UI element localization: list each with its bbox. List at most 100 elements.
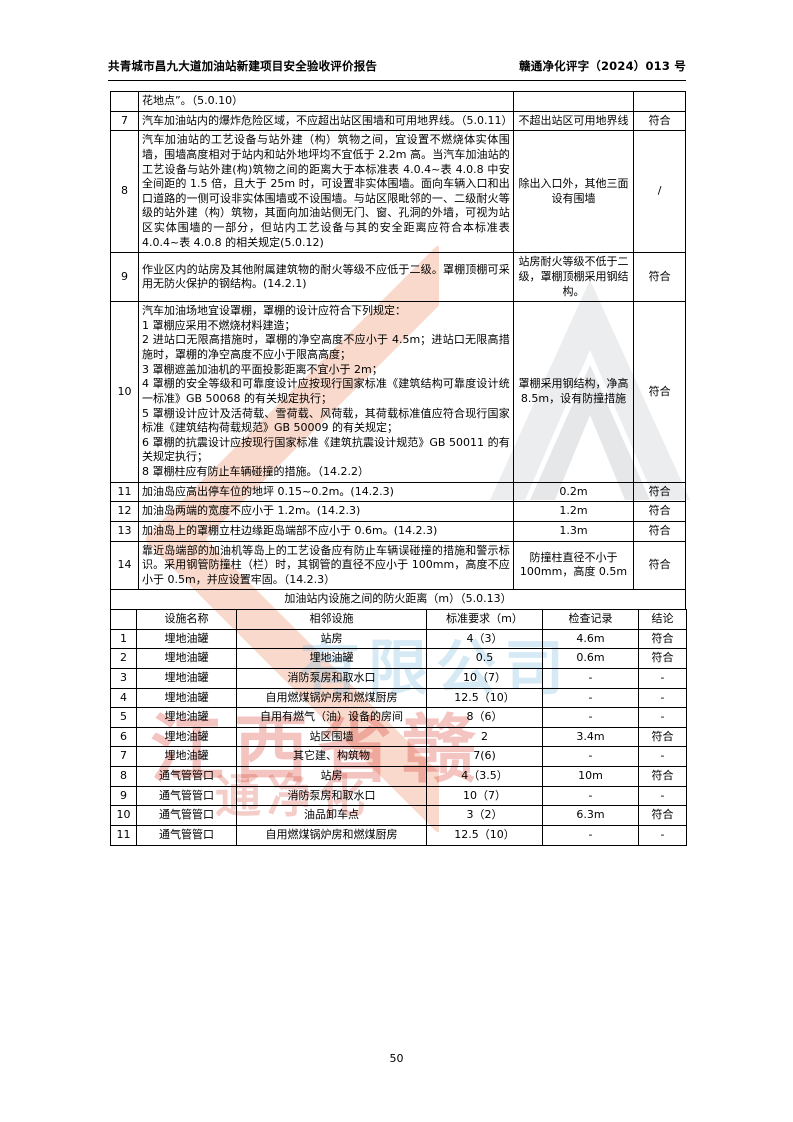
row-record: 1.3m	[512, 520, 635, 542]
row-requirement: 花地点”。（5.0.10）	[137, 91, 514, 112]
document-header: 共青城市昌九大道加油站新建项目安全验收评价报告 赣通净化评字（2024）013 …	[108, 58, 686, 74]
subrow-number: 11	[110, 824, 137, 846]
table-row: 14 靠近岛端部的加油机等岛上的工艺设备应有防止车辆误碰撞的措施和警示标识。采用…	[110, 540, 686, 591]
table-row: 11 加油岛应高出停车位的地坪 0.15~0.2m。(14.2.3) 0.2m …	[110, 481, 686, 503]
subtable-col-adjacent: 相邻设施	[236, 609, 427, 630]
subrow-record: 6.3m	[542, 805, 639, 826]
subrow-facility: 通气管管口	[136, 785, 237, 807]
subrow-adjacent: 自用燃煤锅炉房和燃煤厨房	[236, 824, 427, 846]
table-row: 10 通气管管口 油品卸车点 3（2） 6.3m 符合	[110, 805, 687, 826]
subtable-col-conclusion: 结论	[638, 609, 687, 630]
subrow-record: -	[542, 707, 639, 728]
subrow-standard: 10（7）	[426, 785, 543, 807]
header-title: 共青城市昌九大道加油站新建项目安全验收评价报告	[108, 59, 378, 73]
subrow-conclusion: 符合	[638, 628, 687, 650]
subrow-number: 5	[110, 707, 137, 728]
subrow-number: 10	[110, 805, 137, 826]
row-requirement: 加油岛上的罩棚立柱边缘距岛端部不应小于 0.6m。(14.2.3)	[137, 520, 514, 542]
row-conclusion: 符合	[633, 520, 686, 542]
row-conclusion: /	[633, 130, 686, 254]
subrow-conclusion: 符合	[638, 766, 687, 787]
row-record	[512, 91, 635, 112]
row-conclusion: 符合	[633, 110, 686, 132]
subrow-number: 3	[110, 667, 137, 689]
table-row: 4 埋地油罐 自用燃煤锅炉房和燃煤厨房 12.5（10） - -	[110, 687, 687, 709]
subrow-adjacent: 站区围墙	[236, 726, 427, 748]
subrow-adjacent: 站房	[236, 628, 427, 650]
row-requirement: 靠近岛端部的加油机等岛上的工艺设备应有防止车辆误碰撞的措施和警示标识。采用钢管防…	[137, 540, 514, 591]
row-requirement: 作业区内的站房及其他附属建筑物的耐火等级不应低于二级。罩棚顶棚可采用无防火保护的…	[137, 252, 514, 303]
table-row: 5 埋地油罐 自用有燃气（油）设备的房间 8（6） - -	[110, 707, 687, 728]
row-conclusion: 符合	[633, 501, 686, 522]
row-requirement: 加油岛两端的宽度不应小于 1.2m。(14.2.3)	[137, 501, 514, 522]
subtable-col-record: 检查记录	[542, 609, 639, 630]
subrow-adjacent: 其它建、构筑物	[236, 746, 427, 767]
subtable-title: 加油站内设施之间的防火距离（m）（5.0.13）	[110, 589, 686, 610]
table-row: 10 汽车加油场地宜设罩棚，罩棚的设计应符合下列规定： 1 罩棚应采用不燃烧材料…	[110, 301, 686, 483]
subrow-standard: 0.5	[426, 648, 543, 669]
subrow-facility: 通气管管口	[136, 766, 237, 787]
subrow-facility: 通气管管口	[136, 824, 237, 846]
row-conclusion: 符合	[633, 481, 686, 503]
subrow-standard: 2	[426, 726, 543, 748]
subrow-record: -	[542, 667, 639, 689]
row-record: 0.2m	[512, 481, 635, 503]
subrow-number: 8	[110, 766, 137, 787]
subrow-adjacent: 油品卸车点	[236, 805, 427, 826]
row-record: 罩棚采用钢结构，净高 8.5m，设有防撞措施	[512, 301, 635, 483]
compliance-table: 花地点”。（5.0.10） 7 汽车加油站内的爆炸危险区域，不应超出站区围墙和可…	[110, 91, 686, 610]
subrow-conclusion: -	[638, 687, 687, 709]
subtable-col-standard: 标准要求（m）	[426, 609, 543, 630]
subrow-standard: 4（3）	[426, 628, 543, 650]
subrow-record: 3.4m	[542, 726, 639, 748]
table-row: 8 通气管管口 站房 4（3.5） 10m 符合	[110, 766, 687, 787]
subrow-number: 4	[110, 687, 137, 709]
subrow-adjacent: 消防泵房和取水口	[236, 785, 427, 807]
table-row: 13 加油岛上的罩棚立柱边缘距岛端部不应小于 0.6m。(14.2.3) 1.3…	[110, 520, 686, 542]
row-number: 13	[110, 520, 139, 542]
subrow-adjacent: 自用燃煤锅炉房和燃煤厨房	[236, 687, 427, 709]
table-row: 12 加油岛两端的宽度不应小于 1.2m。(14.2.3) 1.2m 符合	[110, 501, 686, 522]
subtable-title-row: 加油站内设施之间的防火距离（m）（5.0.13）	[110, 589, 686, 610]
table-row: 7 汽车加油站内的爆炸危险区域，不应超出站区围墙和可用地界线。（5.0.11） …	[110, 110, 686, 132]
subrow-facility: 埋地油罐	[136, 726, 237, 748]
subrow-number: 9	[110, 785, 137, 807]
table-row: 7 埋地油罐 其它建、构筑物 7(6) - -	[110, 746, 687, 767]
row-conclusion: 符合	[633, 301, 686, 483]
table-row: 花地点”。（5.0.10）	[110, 91, 686, 112]
row-requirement: 汽车加油站内的爆炸危险区域，不应超出站区围墙和可用地界线。（5.0.11）	[137, 110, 514, 132]
row-number: 8	[110, 130, 139, 254]
table-row: 11 通气管管口 自用燃煤锅炉房和燃煤厨房 12.5（10） - -	[110, 824, 687, 846]
subrow-standard: 3（2）	[426, 805, 543, 826]
subrow-adjacent: 埋地油罐	[236, 648, 427, 669]
row-conclusion: 符合	[633, 540, 686, 591]
row-conclusion	[633, 91, 686, 112]
subrow-standard: 7(6)	[426, 746, 543, 767]
subrow-record: -	[542, 785, 639, 807]
row-conclusion: 符合	[633, 252, 686, 303]
subrow-record: -	[542, 687, 639, 709]
row-requirement: 加油岛应高出停车位的地坪 0.15~0.2m。(14.2.3)	[137, 481, 514, 503]
table-row: 6 埋地油罐 站区围墙 2 3.4m 符合	[110, 726, 687, 748]
subrow-conclusion: -	[638, 667, 687, 689]
subrow-standard: 10（7）	[426, 667, 543, 689]
table-row: 8 汽车加油站的工艺设备与站外建（构）筑物之间，宜设置不燃烧体实体围墙，围墙高度…	[110, 130, 686, 254]
subrow-record: 10m	[542, 766, 639, 787]
subrow-number: 6	[110, 726, 137, 748]
header-divider	[108, 80, 686, 81]
header-report-code: 赣通净化评字（2024）013 号	[519, 59, 686, 73]
row-record: 1.2m	[512, 501, 635, 522]
subrow-facility: 埋地油罐	[136, 707, 237, 728]
row-number: 10	[110, 301, 139, 483]
subtable-header-row: 设施名称 相邻设施 标准要求（m） 检查记录 结论	[110, 609, 687, 630]
subrow-record: 4.6m	[542, 628, 639, 650]
row-number: 7	[110, 110, 139, 132]
table-row: 3 埋地油罐 消防泵房和取水口 10（7） - -	[110, 667, 687, 689]
row-record: 不超出站区可用地界线	[512, 110, 635, 132]
subrow-facility: 埋地油罐	[136, 648, 237, 669]
row-requirement: 汽车加油场地宜设罩棚，罩棚的设计应符合下列规定： 1 罩棚应采用不燃烧材料建造；…	[137, 301, 514, 483]
subrow-conclusion: -	[638, 824, 687, 846]
subrow-facility: 埋地油罐	[136, 687, 237, 709]
subrow-adjacent: 站房	[236, 766, 427, 787]
table-row: 1 埋地油罐 站房 4（3） 4.6m 符合	[110, 628, 687, 650]
